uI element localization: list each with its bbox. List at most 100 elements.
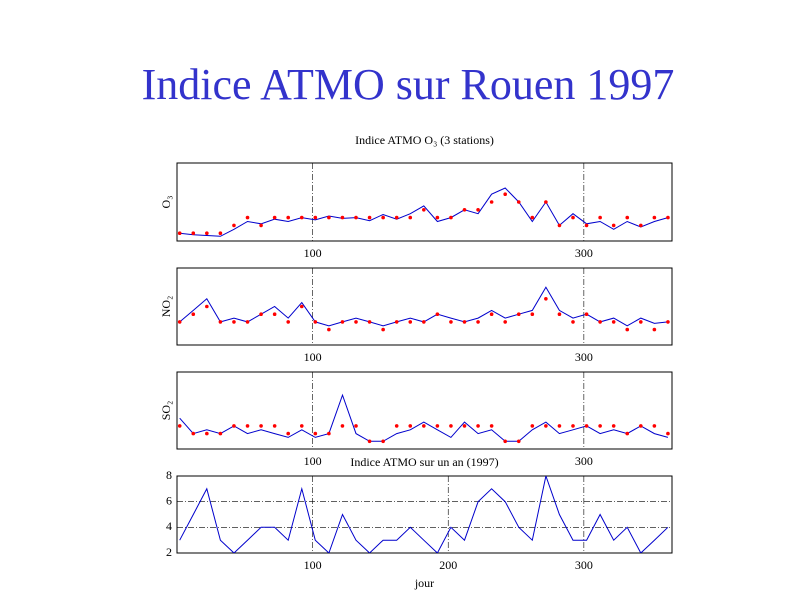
data-dot [408, 215, 413, 220]
data-dot [177, 424, 182, 428]
y-tick-label: 8 [166, 468, 172, 482]
x-tick-label: 100 [304, 246, 322, 260]
data-dot [462, 208, 467, 212]
data-dot [232, 223, 236, 228]
x-tick-label: 300 [575, 558, 593, 572]
data-dot [245, 215, 250, 220]
data-dot [408, 424, 413, 428]
data-dot [327, 431, 331, 436]
data-dot [394, 215, 399, 220]
data-dot [272, 215, 277, 220]
data-dot [354, 320, 358, 324]
page-title: Indice ATMO sur Rouen 1997 [142, 60, 675, 109]
data-dot [503, 320, 507, 324]
data-dot [625, 215, 630, 220]
x-axis-label: jour [414, 576, 434, 590]
y-axis-label: NO₂ [159, 296, 173, 318]
chart-title: Indice ATMO sur un an (1997) [350, 455, 498, 469]
y-axis-label: SO₂ [159, 401, 173, 421]
data-dot [571, 424, 575, 428]
data-dot [652, 215, 657, 220]
data-line [179, 476, 669, 553]
data-dot [205, 431, 209, 436]
x-tick-label: 300 [575, 350, 593, 364]
data-dot [218, 431, 223, 436]
data-dot [313, 320, 318, 324]
plot-area [176, 371, 673, 450]
data-dot [652, 327, 657, 332]
data-dot [489, 312, 494, 317]
data-dot [571, 215, 575, 220]
data-dot [435, 312, 440, 317]
data-dot [557, 223, 562, 228]
y-tick-label: 2 [166, 545, 172, 559]
data-dot [177, 320, 182, 324]
data-dot [530, 215, 535, 220]
data-dot [571, 320, 575, 324]
data-dot [435, 424, 440, 428]
x-tick-label: 200 [439, 558, 457, 572]
data-dot [489, 424, 494, 428]
data-dot [639, 424, 643, 428]
data-dot [544, 200, 548, 204]
x-tick-label: 300 [575, 246, 593, 260]
data-dot [340, 424, 345, 428]
data-dot [354, 424, 358, 428]
data-dot [205, 231, 209, 235]
data-dot [286, 215, 291, 220]
data-dot [408, 320, 413, 324]
x-tick-label: 100 [304, 454, 322, 468]
data-dot [218, 231, 223, 235]
data-dot [584, 223, 589, 228]
plot-layer [177, 393, 670, 444]
data-dot [381, 327, 385, 332]
data-dot [476, 320, 480, 324]
chart-title: Indice ATMO O₃ (3 stations) [355, 133, 494, 147]
data-dot [367, 215, 372, 220]
data-dot [367, 320, 372, 324]
data-dot [394, 424, 399, 428]
data-dot [462, 424, 467, 428]
data-dot [584, 424, 589, 428]
data-dot [598, 424, 602, 428]
data-dot [191, 312, 196, 317]
data-dot [639, 320, 643, 324]
data-dot [449, 215, 453, 220]
data-dot [327, 327, 331, 332]
data-dot [245, 424, 250, 428]
data-dot [381, 439, 385, 444]
data-dot [313, 215, 318, 220]
data-dot [611, 424, 616, 428]
data-dot [286, 320, 291, 324]
data-dot [476, 424, 480, 428]
data-dot [286, 431, 291, 436]
data-dot [218, 320, 223, 324]
plot-layer [179, 476, 669, 553]
data-dot [516, 312, 521, 317]
data-dot [449, 424, 453, 428]
data-dot [666, 215, 670, 220]
data-dot [598, 320, 602, 324]
data-dot [191, 231, 196, 235]
data-dot [367, 439, 372, 444]
data-dot [299, 215, 304, 220]
data-dot [516, 439, 521, 444]
plot-area [176, 162, 673, 242]
y-tick-label: 6 [166, 493, 172, 507]
data-dot [435, 215, 440, 220]
plot-layer [177, 187, 670, 237]
data-dot [245, 320, 250, 324]
x-tick-label: 100 [304, 558, 322, 572]
data-dot [598, 215, 602, 220]
data-dot [503, 192, 507, 196]
data-dot [516, 200, 521, 204]
data-dot [381, 215, 385, 220]
data-dot [625, 431, 630, 436]
data-dot [232, 424, 236, 428]
y-axis-label: O₃ [159, 196, 173, 209]
x-tick-label: 100 [304, 350, 322, 364]
data-dot [611, 320, 616, 324]
y-tick-label: 4 [166, 519, 172, 533]
data-dot [557, 424, 562, 428]
data-dot [259, 312, 263, 317]
